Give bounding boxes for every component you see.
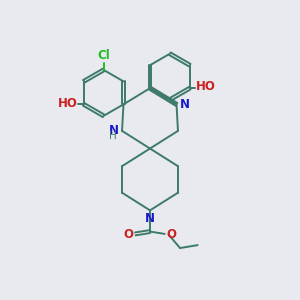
Text: H: H: [109, 131, 116, 141]
Text: Cl: Cl: [97, 49, 110, 62]
Text: N: N: [179, 98, 189, 111]
Text: N: N: [145, 212, 155, 225]
Text: N: N: [109, 124, 119, 137]
Text: O: O: [167, 228, 176, 241]
Text: O: O: [123, 228, 133, 241]
Text: HO: HO: [196, 80, 215, 94]
Text: HO: HO: [58, 97, 78, 110]
